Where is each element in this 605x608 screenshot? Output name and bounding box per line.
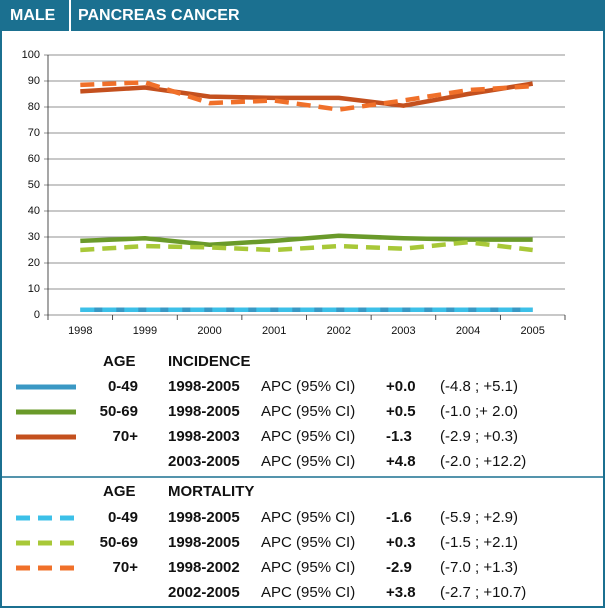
legend-age: 0-49 (108, 378, 138, 395)
apc-value: -1.3 (386, 428, 412, 445)
y-tick-label: 80 (28, 101, 40, 113)
confidence-interval: (-1.5 ; +2.1) (440, 534, 518, 551)
apc-value: +0.5 (386, 403, 416, 420)
badge: MALE (10, 7, 56, 24)
apc-label: APC (95% CI) (261, 584, 355, 601)
series-line (80, 233, 533, 248)
apc-label: APC (95% CI) (261, 453, 355, 470)
x-tick-label: 2003 (391, 325, 415, 337)
confidence-interval: (-7.0 ; +1.3) (440, 559, 518, 576)
apc-value: +0.0 (386, 378, 416, 395)
series-line (80, 239, 533, 253)
legend-age: 70+ (113, 559, 139, 576)
apc-label: APC (95% CI) (261, 403, 355, 420)
period: 1998-2005 (168, 378, 240, 395)
confidence-interval: (-2.0 ; +12.2) (440, 453, 526, 470)
y-tick-label: 100 (22, 49, 40, 61)
header-bar (0, 0, 605, 31)
period: 1998-2003 (168, 428, 240, 445)
x-tick-label: 2004 (456, 325, 480, 337)
apc-value: +3.8 (386, 584, 416, 601)
series-line (80, 80, 533, 112)
legend-age: 70+ (113, 428, 139, 445)
confidence-interval: (-5.9 ; +2.9) (440, 509, 518, 526)
apc-value: -2.9 (386, 559, 412, 576)
period: 1998-2005 (168, 509, 240, 526)
age-header: AGE (103, 353, 136, 370)
group-title: INCIDENCE (168, 353, 251, 370)
confidence-interval: (-2.9 ; +0.3) (440, 428, 518, 445)
y-tick-label: 90 (28, 75, 40, 87)
apc-value: +4.8 (386, 453, 416, 470)
apc-label: APC (95% CI) (261, 378, 355, 395)
apc-label: APC (95% CI) (261, 534, 355, 551)
y-tick-label: 20 (28, 257, 40, 269)
x-tick-label: 2001 (262, 325, 286, 337)
age-header: AGE (103, 483, 136, 500)
confidence-interval: (-1.0 ;+ 2.0) (440, 403, 518, 420)
chart-title: PANCREAS CANCER (78, 7, 240, 24)
apc-label: APC (95% CI) (261, 559, 355, 576)
confidence-interval: (-4.8 ; +5.1) (440, 378, 518, 395)
x-tick-label: 1999 (133, 325, 157, 337)
legend-age: 0-49 (108, 509, 138, 526)
y-tick-label: 60 (28, 153, 40, 165)
y-tick-label: 0 (34, 309, 40, 321)
period: 2002-2005 (168, 584, 240, 601)
period: 2003-2005 (168, 453, 240, 470)
x-tick-label: 2000 (197, 325, 221, 337)
confidence-interval: (-2.7 ; +10.7) (440, 584, 526, 601)
apc-value: +0.3 (386, 534, 416, 551)
x-tick-label: 2002 (327, 325, 351, 337)
y-tick-label: 50 (28, 179, 40, 191)
y-tick-label: 70 (28, 127, 40, 139)
apc-label: APC (95% CI) (261, 428, 355, 445)
apc-value: -1.6 (386, 509, 412, 526)
period: 1998-2002 (168, 559, 240, 576)
y-tick-label: 10 (28, 283, 40, 295)
y-tick-label: 30 (28, 231, 40, 243)
period: 1998-2005 (168, 403, 240, 420)
apc-label: APC (95% CI) (261, 509, 355, 526)
x-tick-label: 1998 (68, 325, 92, 337)
y-tick-label: 40 (28, 205, 40, 217)
x-tick-label: 2005 (520, 325, 544, 337)
legend-age: 50-69 (100, 534, 138, 551)
period: 1998-2005 (168, 534, 240, 551)
group-title: MORTALITY (168, 483, 254, 500)
series-line (80, 81, 534, 108)
legend-age: 50-69 (100, 403, 138, 420)
